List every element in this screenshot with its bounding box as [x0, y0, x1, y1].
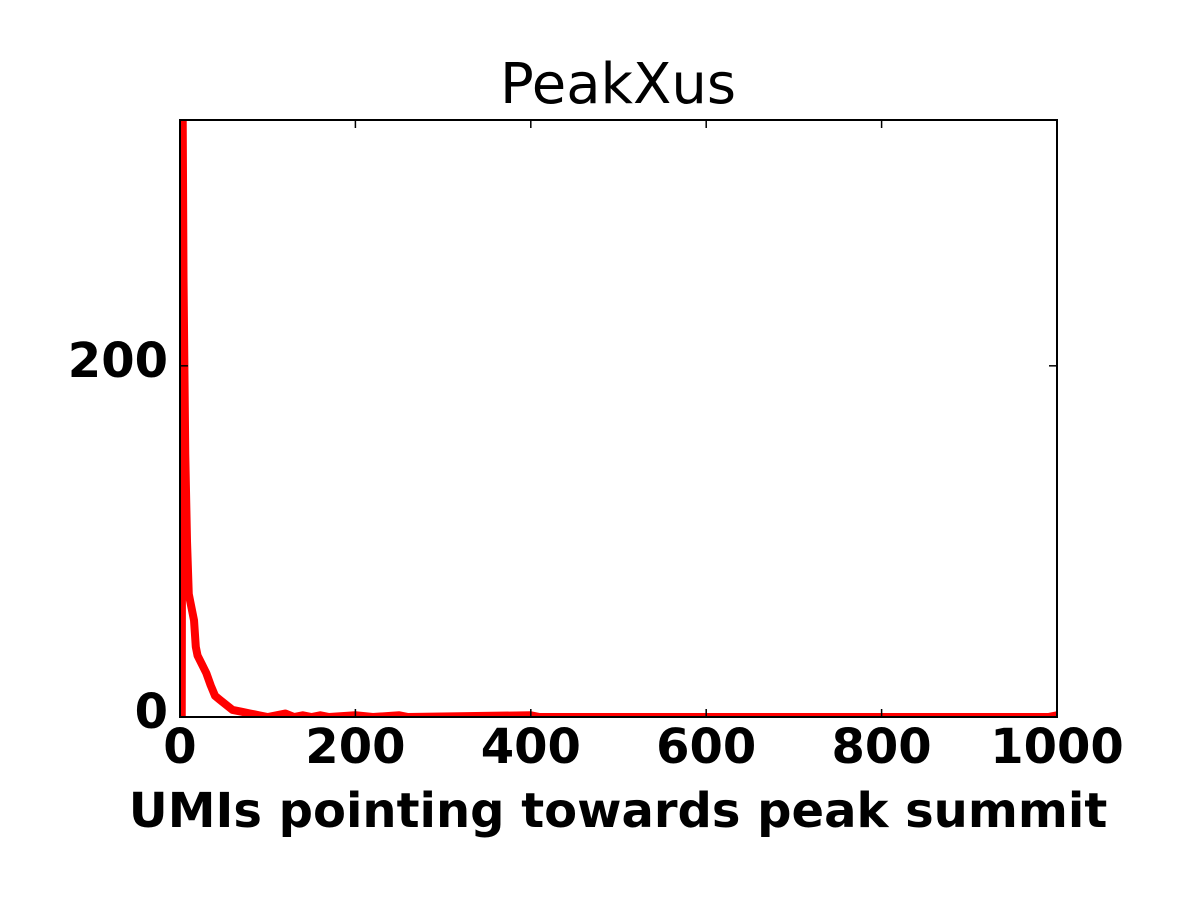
- y-tick-label: 200: [68, 333, 168, 389]
- x-tick-label: 400: [481, 719, 581, 775]
- chart-title: PeakXus: [500, 52, 736, 117]
- y-tick-label: 0: [135, 684, 168, 740]
- x-tick-label: 800: [831, 719, 931, 775]
- x-tick-label: 600: [656, 719, 756, 775]
- x-axis-label: UMIs pointing towards peak summit: [129, 783, 1108, 839]
- x-tick-label: 1000: [990, 719, 1124, 775]
- x-tick-label: 200: [305, 719, 405, 775]
- plot-frame: [179, 119, 1058, 718]
- x-tick-label: 0: [163, 719, 196, 775]
- data-line: [180, 120, 1057, 717]
